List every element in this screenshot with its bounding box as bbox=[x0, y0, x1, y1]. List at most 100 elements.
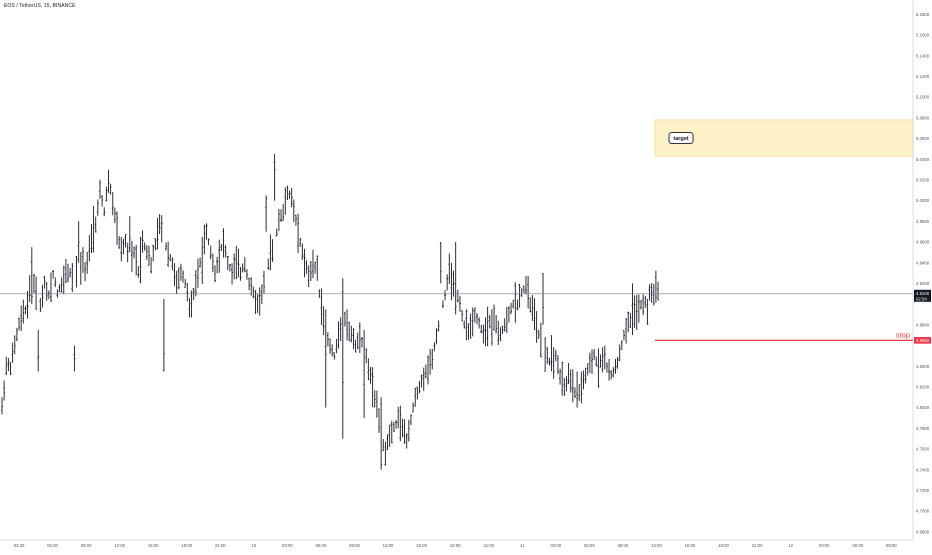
ohlc-bar bbox=[484, 317, 487, 347]
price-tick-label: 5.1800 bbox=[916, 12, 930, 17]
ohlc-bar bbox=[369, 366, 372, 384]
ohlc-bar bbox=[167, 241, 170, 267]
ohlc-bar bbox=[375, 390, 378, 418]
ohlc-bar bbox=[597, 348, 600, 388]
target-zone-rect[interactable] bbox=[654, 119, 914, 157]
ohlc-bar bbox=[118, 236, 121, 249]
ohlc-bar bbox=[446, 274, 449, 291]
ohlc-bar bbox=[18, 317, 21, 331]
price-tick-label: 4.7400 bbox=[916, 467, 930, 472]
ohlc-bar bbox=[556, 355, 559, 375]
ohlc-bar bbox=[49, 272, 52, 302]
ohlc-bar bbox=[182, 270, 185, 283]
ohlc-bar bbox=[520, 288, 523, 297]
ohlc-bar bbox=[177, 267, 180, 290]
ohlc-bar bbox=[30, 247, 33, 305]
ohlc-bar bbox=[231, 263, 234, 285]
ohlc-bar bbox=[314, 261, 317, 274]
time-tick-label: 11 bbox=[520, 543, 525, 548]
ohlc-bar bbox=[258, 287, 261, 316]
ohlc-bar bbox=[329, 338, 332, 354]
ohlc-bar bbox=[486, 306, 489, 347]
ohlc-bar bbox=[130, 240, 133, 272]
ohlc-bar bbox=[9, 362, 12, 376]
price-axis[interactable]: 5.1800 5.1600 5.1400 5.1200 5.1000 5.0800 5.06… bbox=[912, 0, 931, 540]
price-tick-label: 5.1400 bbox=[916, 53, 930, 58]
ohlc-bar bbox=[573, 387, 576, 399]
ohlc-bar bbox=[414, 387, 417, 407]
ohlc-bar bbox=[401, 418, 404, 438]
ohlc-bar bbox=[45, 281, 48, 301]
ohlc-bar bbox=[269, 234, 272, 271]
ohlc-bar bbox=[322, 306, 325, 335]
time-tick-label: 06:00 bbox=[852, 543, 863, 548]
ohlc-bar bbox=[616, 357, 619, 369]
ohlc-bar bbox=[262, 270, 265, 294]
last-price-box bbox=[914, 289, 931, 302]
ohlc-bar bbox=[133, 246, 136, 259]
ohlc-bar bbox=[435, 328, 438, 345]
time-axis[interactable]: 03:30 06:00 09:00 12:00 15:00 18:00 21:00 10 03:… bbox=[0, 539, 913, 548]
ohlc-bar bbox=[5, 356, 8, 375]
ohlc-bar bbox=[620, 340, 623, 351]
ohlc-bar bbox=[390, 420, 393, 444]
ohlc-bar bbox=[561, 361, 564, 396]
ohlc-bar bbox=[633, 295, 636, 328]
ohlc-bar bbox=[267, 258, 270, 270]
ohlc-bar bbox=[277, 208, 280, 232]
ohlc-bar bbox=[420, 374, 423, 388]
ohlc-bar bbox=[490, 309, 493, 346]
ohlc-bar bbox=[627, 311, 630, 333]
target-zone[interactable]: target bbox=[654, 119, 914, 157]
ohlc-bar bbox=[20, 305, 23, 331]
ohlc-bar bbox=[179, 263, 182, 281]
ohlc-bar bbox=[228, 263, 231, 272]
ohlc-bar bbox=[439, 242, 442, 284]
ohlc-bar bbox=[350, 325, 353, 343]
ohlc-bar bbox=[190, 290, 193, 318]
time-tick-label: 03:00 bbox=[819, 543, 830, 548]
ohlc-bar bbox=[301, 243, 304, 261]
ohlc-bar bbox=[235, 245, 238, 280]
ohlc-bar bbox=[399, 405, 402, 442]
ohlc-bar bbox=[640, 299, 642, 310]
ohlc-bar bbox=[309, 260, 312, 282]
ohlc-bar bbox=[429, 348, 432, 375]
ohlc-bar bbox=[209, 245, 212, 260]
ohlc-bar bbox=[461, 310, 464, 322]
ohlc-bar bbox=[214, 265, 216, 283]
ohlc-bar bbox=[493, 304, 496, 331]
ohlc-bar bbox=[160, 215, 163, 243]
ohlc-bar bbox=[469, 313, 472, 339]
ohlc-bar bbox=[591, 349, 594, 374]
ohlc-bar bbox=[292, 199, 295, 223]
ohlc-bar bbox=[554, 349, 557, 362]
time-tick-label: 15:00 bbox=[148, 543, 159, 548]
ohlc-bar bbox=[111, 192, 114, 216]
ohlc-bar bbox=[15, 327, 18, 342]
ohlc-bar bbox=[378, 408, 381, 433]
ohlc-bar bbox=[260, 284, 263, 305]
ohlc-bar bbox=[657, 281, 660, 301]
ohlc-bar bbox=[96, 199, 99, 216]
ohlc-bar bbox=[614, 359, 617, 374]
ohlc-bar bbox=[405, 433, 408, 449]
ohlc-bar bbox=[67, 263, 70, 283]
ohlc-bar bbox=[7, 358, 10, 372]
time-tick-label: 12:00 bbox=[651, 543, 662, 548]
ohlc-bar bbox=[196, 258, 199, 288]
ohlc-bar bbox=[599, 354, 602, 368]
ohlc-bar bbox=[610, 370, 613, 380]
ohlc-bar bbox=[422, 367, 425, 391]
ohlc-bar bbox=[156, 217, 159, 250]
ohlc-bar bbox=[499, 327, 502, 342]
ohlc-bar bbox=[35, 276, 38, 310]
price-axis-labels: 5.1800 5.1600 5.1400 5.1200 5.1000 5.0800 5.06… bbox=[916, 12, 930, 534]
ohlc-bar bbox=[352, 328, 355, 350]
ohlc-bar bbox=[105, 186, 108, 202]
ohlc-bar bbox=[135, 244, 138, 276]
ohlc-bar bbox=[169, 253, 172, 262]
ohlc-bar bbox=[175, 270, 178, 294]
